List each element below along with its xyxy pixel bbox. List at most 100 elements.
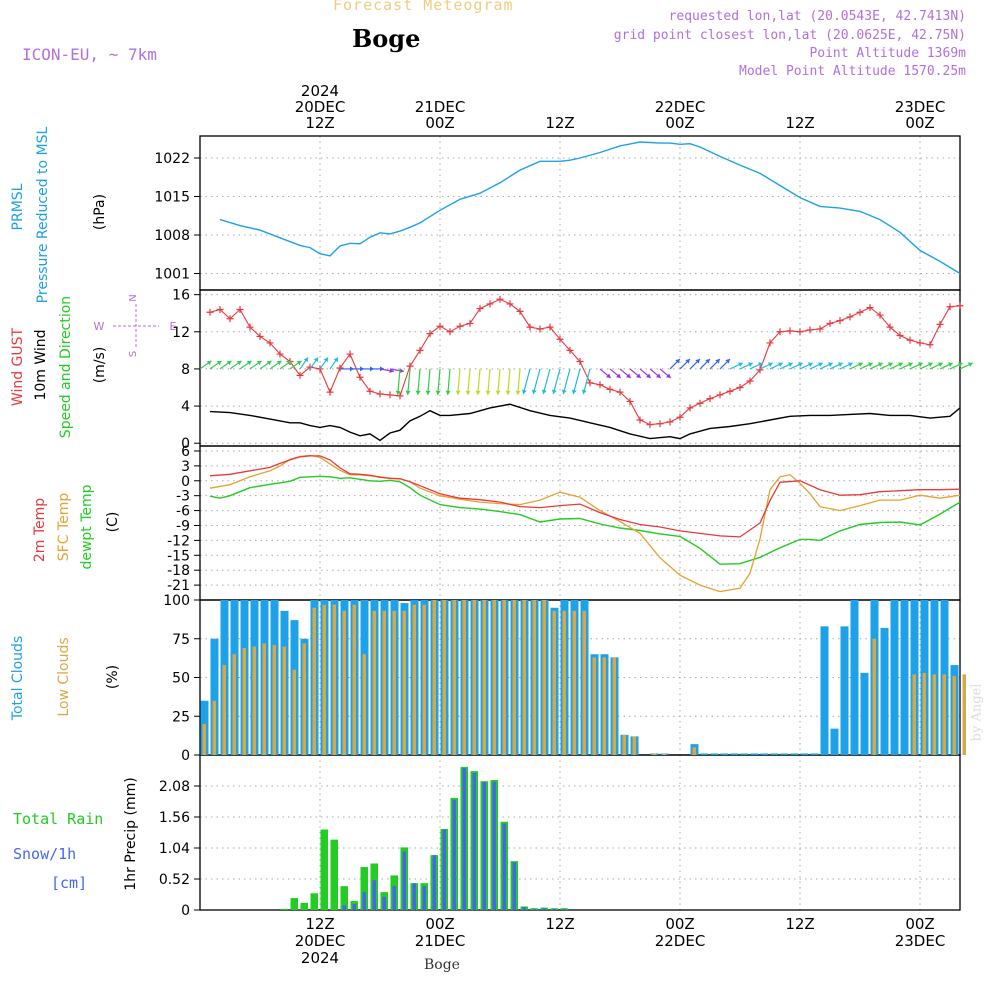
wind-arrowhead [435, 390, 441, 395]
total-cloud-bar [860, 672, 869, 755]
low-cloud-bar [432, 600, 436, 755]
wind-arrowhead [445, 390, 451, 395]
model-label: ICON-EU, ~ 7km [22, 45, 157, 64]
y-tick-label: 0 [181, 903, 190, 919]
wind-arrowhead [928, 362, 933, 367]
wind-arrow [582, 368, 591, 395]
wind-arrowhead [571, 389, 577, 395]
wind-arrow [517, 368, 521, 395]
total-cloud-bar [890, 600, 899, 755]
total-clouds-label: Total Clouds [10, 636, 26, 721]
gust-marker [746, 377, 754, 385]
snow-bar [522, 907, 526, 910]
wind-arrowhead [606, 373, 611, 378]
gust-marker [916, 339, 924, 347]
wind-arrow [407, 368, 411, 395]
total-cloud-bar [750, 753, 759, 755]
gust-marker [876, 311, 884, 319]
gust-marker [956, 302, 964, 310]
gust-marker [406, 362, 414, 370]
wind-arrow [477, 368, 481, 395]
wind-arrow [447, 368, 451, 395]
low-cloud-bar [202, 724, 206, 755]
snow-bar [452, 799, 456, 910]
y-tick-label: -12 [167, 533, 190, 549]
wind-10m-label: 10m Wind [33, 329, 49, 400]
panel-frame [199, 135, 961, 291]
low-cloud-bar [542, 600, 546, 755]
wind-arrowhead [908, 362, 913, 367]
total-cloud-bar [760, 753, 769, 755]
wind-arrowhead [768, 362, 773, 367]
wind-arrowhead [675, 359, 680, 364]
gust-marker [836, 317, 844, 325]
y-tick-label: 0 [181, 436, 190, 452]
y-tick-label: 1022 [154, 151, 190, 167]
bottom-axis-label: 00Z [905, 915, 934, 933]
wind-arrowhead [405, 390, 411, 395]
rain-bar [290, 898, 298, 910]
wind-arrow [572, 368, 581, 395]
wind-arrowhead [485, 390, 491, 395]
low-cloud-bar [382, 610, 386, 755]
wind-speed-line [209, 403, 961, 442]
total-cloud-bar [730, 753, 739, 755]
dewpoint-line [209, 475, 961, 565]
wind-arrowhead [495, 390, 501, 395]
y-tick-label: 0.52 [159, 872, 190, 888]
low-cloud-bar [472, 600, 476, 755]
gust-marker [776, 328, 784, 336]
wind-arrowhead [226, 360, 232, 366]
low-cloud-bar [942, 674, 946, 755]
low-cloud-bar [282, 646, 286, 755]
wind-arrow [542, 368, 551, 395]
low-cloud-bar [252, 646, 256, 755]
y-tick-label: 100 [163, 593, 190, 609]
total-cloud-bar [780, 753, 789, 755]
bottom-axis-label: 23DEC [895, 932, 946, 950]
total-cloud-bar [800, 753, 809, 755]
wind-arrowhead [636, 373, 641, 378]
wind-arrowhead [246, 360, 252, 366]
wind-arrowhead [685, 359, 690, 364]
snow-bar [532, 908, 536, 910]
total-cloud-bar [830, 728, 839, 755]
panel-frame [199, 754, 961, 911]
low-cloud-bar [952, 675, 956, 755]
bottom-axis-label: 12Z [785, 915, 814, 933]
sfc-temp-line [209, 454, 961, 593]
gust-marker [606, 385, 614, 393]
low-cloud-bar [352, 604, 356, 755]
low-cloud-bar [242, 648, 246, 755]
compass-east: E [170, 320, 177, 333]
bottom-axis-label: 2024 [301, 949, 339, 967]
wind-arrowhead [715, 359, 720, 364]
wind-arrowhead [531, 389, 537, 395]
low-cloud-bar [632, 736, 636, 755]
low-cloud-bar [272, 644, 276, 755]
wind-speed-direction-label: Speed and Direction [58, 296, 74, 438]
prmsl-label: PRMSL [10, 183, 26, 230]
low-cloud-bar [452, 600, 456, 755]
gust-marker [946, 303, 954, 311]
low-cloud-bar [342, 610, 346, 755]
y-tick-label: -21 [167, 578, 190, 594]
gust-marker [386, 391, 394, 399]
snow-bar [542, 908, 546, 910]
temp-unit-label: (C) [105, 512, 121, 533]
low-cloud-bar [262, 643, 266, 755]
y-tick-label: -6 [176, 504, 190, 520]
low-cloud-bar [662, 753, 666, 755]
wind-arrowhead [818, 362, 823, 367]
y-tick-label: -15 [167, 548, 190, 564]
gust-marker [926, 341, 934, 349]
rain-bar [320, 829, 328, 910]
wind-arrowhead [666, 373, 671, 378]
snow-bar [352, 904, 356, 910]
wind-arrowhead [868, 362, 873, 367]
wind-arrowhead [918, 362, 923, 367]
top-axis-label: 12Z [305, 114, 334, 132]
low-cloud-bar [302, 643, 306, 755]
temp-2m-line [209, 455, 961, 538]
bottom-axis-label: 00Z [665, 915, 694, 933]
